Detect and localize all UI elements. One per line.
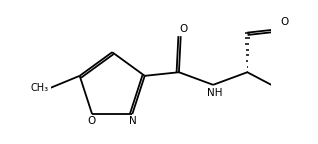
Text: O: O — [281, 17, 289, 27]
Text: O: O — [179, 24, 188, 34]
Text: N: N — [129, 116, 137, 126]
Text: CH₃: CH₃ — [30, 83, 48, 93]
Text: O: O — [87, 116, 95, 126]
Text: NH: NH — [207, 88, 223, 98]
Text: CH₃: CH₃ — [32, 84, 50, 94]
